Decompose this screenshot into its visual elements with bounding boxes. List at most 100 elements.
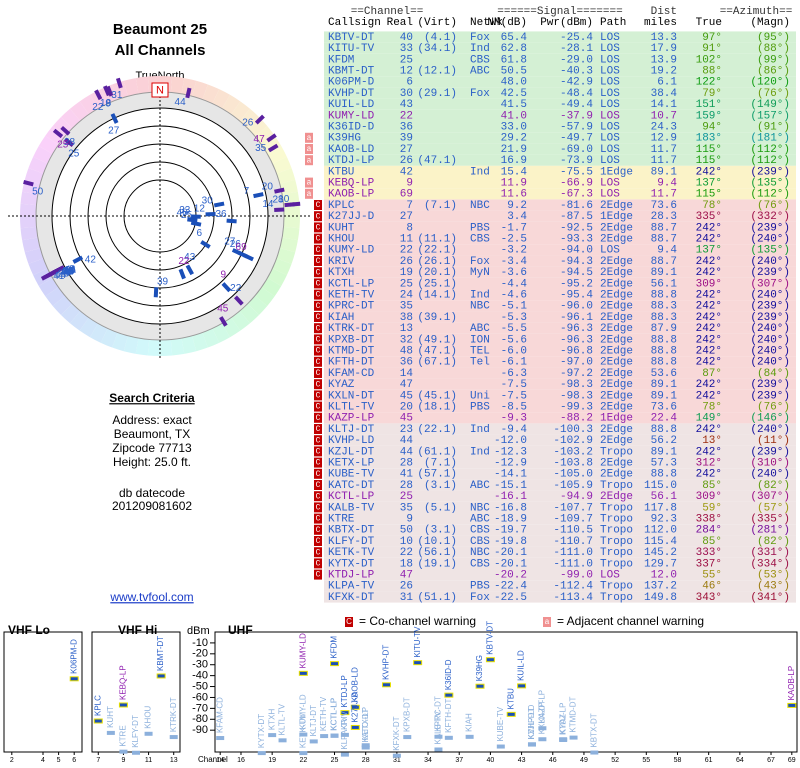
cell: KUBE-TV [328,469,375,481]
warning-letter: C [316,268,321,277]
channel-signal [69,676,79,682]
cell: 7 [406,200,413,212]
column-header: Path [600,17,626,29]
cell: LOS [600,110,620,122]
station-channel: 45 [60,267,72,278]
row-bg [324,300,796,312]
row-bg [324,591,796,603]
cell: -95.4 [560,290,593,302]
warning-badge [314,356,322,367]
cell: 47 [400,570,413,582]
cell: 45 [400,390,413,402]
cell: 41.5 [501,99,527,111]
warning-letter: C [316,235,321,244]
channel-signal [350,724,360,730]
warning-letter: a [307,156,312,165]
column-header: NM(dB) [487,17,527,29]
cell: 11.9 [501,178,527,190]
cell: 13 [400,323,413,335]
cell: CBS [470,558,490,570]
warning-badge [314,278,322,289]
cell: 11.7 [651,144,677,156]
station-marker [94,89,103,101]
channel-callsign: KTRK-DT [169,697,178,732]
cell: -75.5 [560,166,593,178]
cell: -3.6 [501,267,527,279]
column-header: miles [644,17,677,29]
cell: (239°) [750,390,790,402]
cell: 11 [400,234,414,246]
cell: -5.5 [501,323,527,335]
station-marker [110,113,119,124]
cell: 88.7 [651,222,677,234]
cell: -6.0 [501,346,527,358]
cell: 25 [400,54,413,66]
cell: 10 [400,536,413,548]
station-channel: 26 [65,265,77,276]
cell: Ind [470,166,490,178]
warning-badge [314,480,322,490]
warning-letter: C [316,414,321,423]
channel-signal [787,702,797,708]
cell: KAOB-LP [328,189,375,201]
cell: 30 [400,88,413,100]
legend-symbol: a [545,617,550,626]
cell: LOS [600,144,620,156]
cell: Tropo [600,502,633,514]
cell: 13.3 [651,32,677,44]
cell: -37.9 [560,110,593,122]
warning-letter: C [316,302,321,311]
cell: KIAH [328,312,354,324]
channel-signal [517,683,527,689]
cell: KPLC [328,200,355,212]
station-channel: 18 [100,98,112,109]
channel-callsign: KALB-TV [434,710,443,744]
cell: -6.3 [501,368,527,380]
x-tick-label: 31 [393,757,401,764]
cell: -7.5 [501,390,527,402]
cell: (18.1) [417,402,457,414]
station-channel: 36 [215,209,227,220]
link[interactable]: www.tvfool.com [109,590,193,604]
channel-signal [361,745,370,750]
cell: 2Edge [600,435,633,447]
warning-badge [314,536,322,546]
x-tick-label: 40 [487,757,495,764]
warning-badge [314,200,322,210]
warning-badge [314,446,322,457]
cell: 338° [696,514,722,526]
row-bg [324,53,796,65]
row-bg [324,367,796,379]
cell: 242° [696,334,722,346]
cell: -97.2 [560,368,593,380]
warning-letter: C [316,492,321,501]
warning-badge [314,547,322,558]
channel-callsign: KITU-TV [413,626,422,658]
panel-title: VHF Hi [118,623,157,637]
warning-letter: C [316,257,321,266]
cell: 242° [696,357,722,369]
cell: 50 [400,525,413,537]
x-tick-label: 55 [642,757,650,764]
row-bg [324,501,796,513]
channel-signal [330,661,340,667]
station-channel: 22 [92,102,104,113]
warning-badge [314,300,322,311]
station-marker [153,287,159,298]
cell: LOS [600,122,620,134]
cell: 39 [400,133,413,145]
cell: 29.2 [501,133,527,145]
x-tick-label: 58 [674,757,682,764]
row-bg [324,76,796,88]
channel-callsign: KEBQ-LP [119,665,128,700]
cell: 242° [696,222,722,234]
row-bg [324,557,796,569]
channel-signal [559,738,568,742]
row-bg [324,524,796,536]
x-tick-label: 28 [362,757,370,764]
cell: (341°) [750,592,790,604]
cell: 13.9 [651,54,677,66]
cell: -96.8 [560,346,593,358]
cell: 115° [696,189,722,201]
warning-letter: C [316,291,321,300]
